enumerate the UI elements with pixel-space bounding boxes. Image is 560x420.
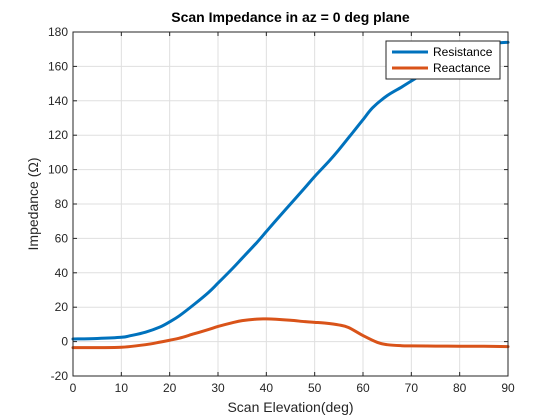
x-tick-label: 20 (163, 381, 177, 395)
y-tick-label: 100 (48, 163, 68, 177)
y-tick-label: 0 (61, 335, 68, 349)
y-tick-label: 160 (48, 59, 68, 73)
x-tick-label: 40 (260, 381, 274, 395)
x-tick-label: 30 (211, 381, 225, 395)
x-tick-label: 80 (453, 381, 467, 395)
legend: Resistance Reactance (385, 40, 501, 80)
y-tick-label: 60 (55, 231, 69, 245)
y-tick-label: 120 (48, 128, 68, 142)
y-tick-label: 140 (48, 94, 68, 108)
chart-title: Scan Impedance in az = 0 deg plane (171, 9, 410, 25)
x-tick-label: 50 (308, 381, 322, 395)
axis-ticks: 0 10 20 30 40 50 60 70 80 90-20020406080100120140… (48, 25, 515, 395)
x-tick-label: 90 (501, 381, 515, 395)
x-tick-label: 0 (70, 381, 77, 395)
y-tick-label: 80 (55, 197, 69, 211)
y-tick-label: -20 (51, 369, 69, 383)
y-tick-label: 180 (48, 25, 68, 39)
series-line-reactance (71, 317, 510, 350)
y-axis-label: Impedance (Ω) (25, 158, 41, 251)
x-axis-label: Scan Elevation(deg) (227, 399, 353, 415)
y-tick-label: 20 (55, 300, 69, 314)
x-tick-label: 10 (115, 381, 129, 395)
y-tick-label: 40 (55, 266, 69, 280)
x-tick-label: 60 (356, 381, 370, 395)
legend-box (385, 40, 501, 80)
legend-label: Reactance (433, 61, 491, 75)
legend-label: Resistance (433, 45, 493, 59)
x-tick-label: 70 (405, 381, 419, 395)
grid-lines (72, 31, 509, 377)
